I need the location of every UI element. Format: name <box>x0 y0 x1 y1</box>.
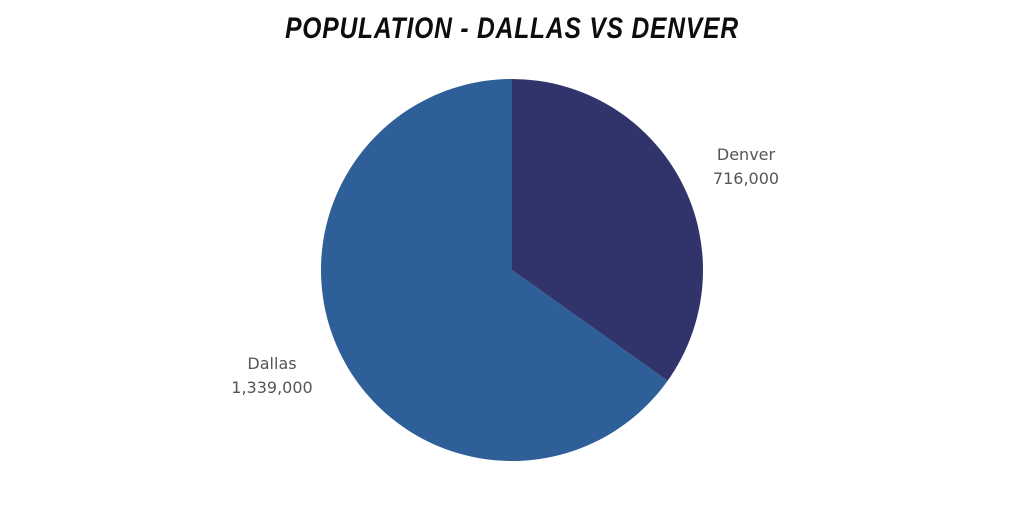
label-denver: Denver 716,000 <box>700 143 792 191</box>
label-dallas: Dallas 1,339,000 <box>222 352 322 400</box>
pie-slice-dallas <box>321 79 668 461</box>
label-denver-name: Denver <box>716 145 776 164</box>
label-denver-value: 716,000 <box>712 169 780 188</box>
chart-title: POPULATION - DALLAS VS DENVER <box>285 12 739 45</box>
label-dallas-value: 1,339,000 <box>231 378 313 397</box>
pie-slice-denver <box>512 79 704 381</box>
label-dallas-name: Dallas <box>247 354 297 373</box>
